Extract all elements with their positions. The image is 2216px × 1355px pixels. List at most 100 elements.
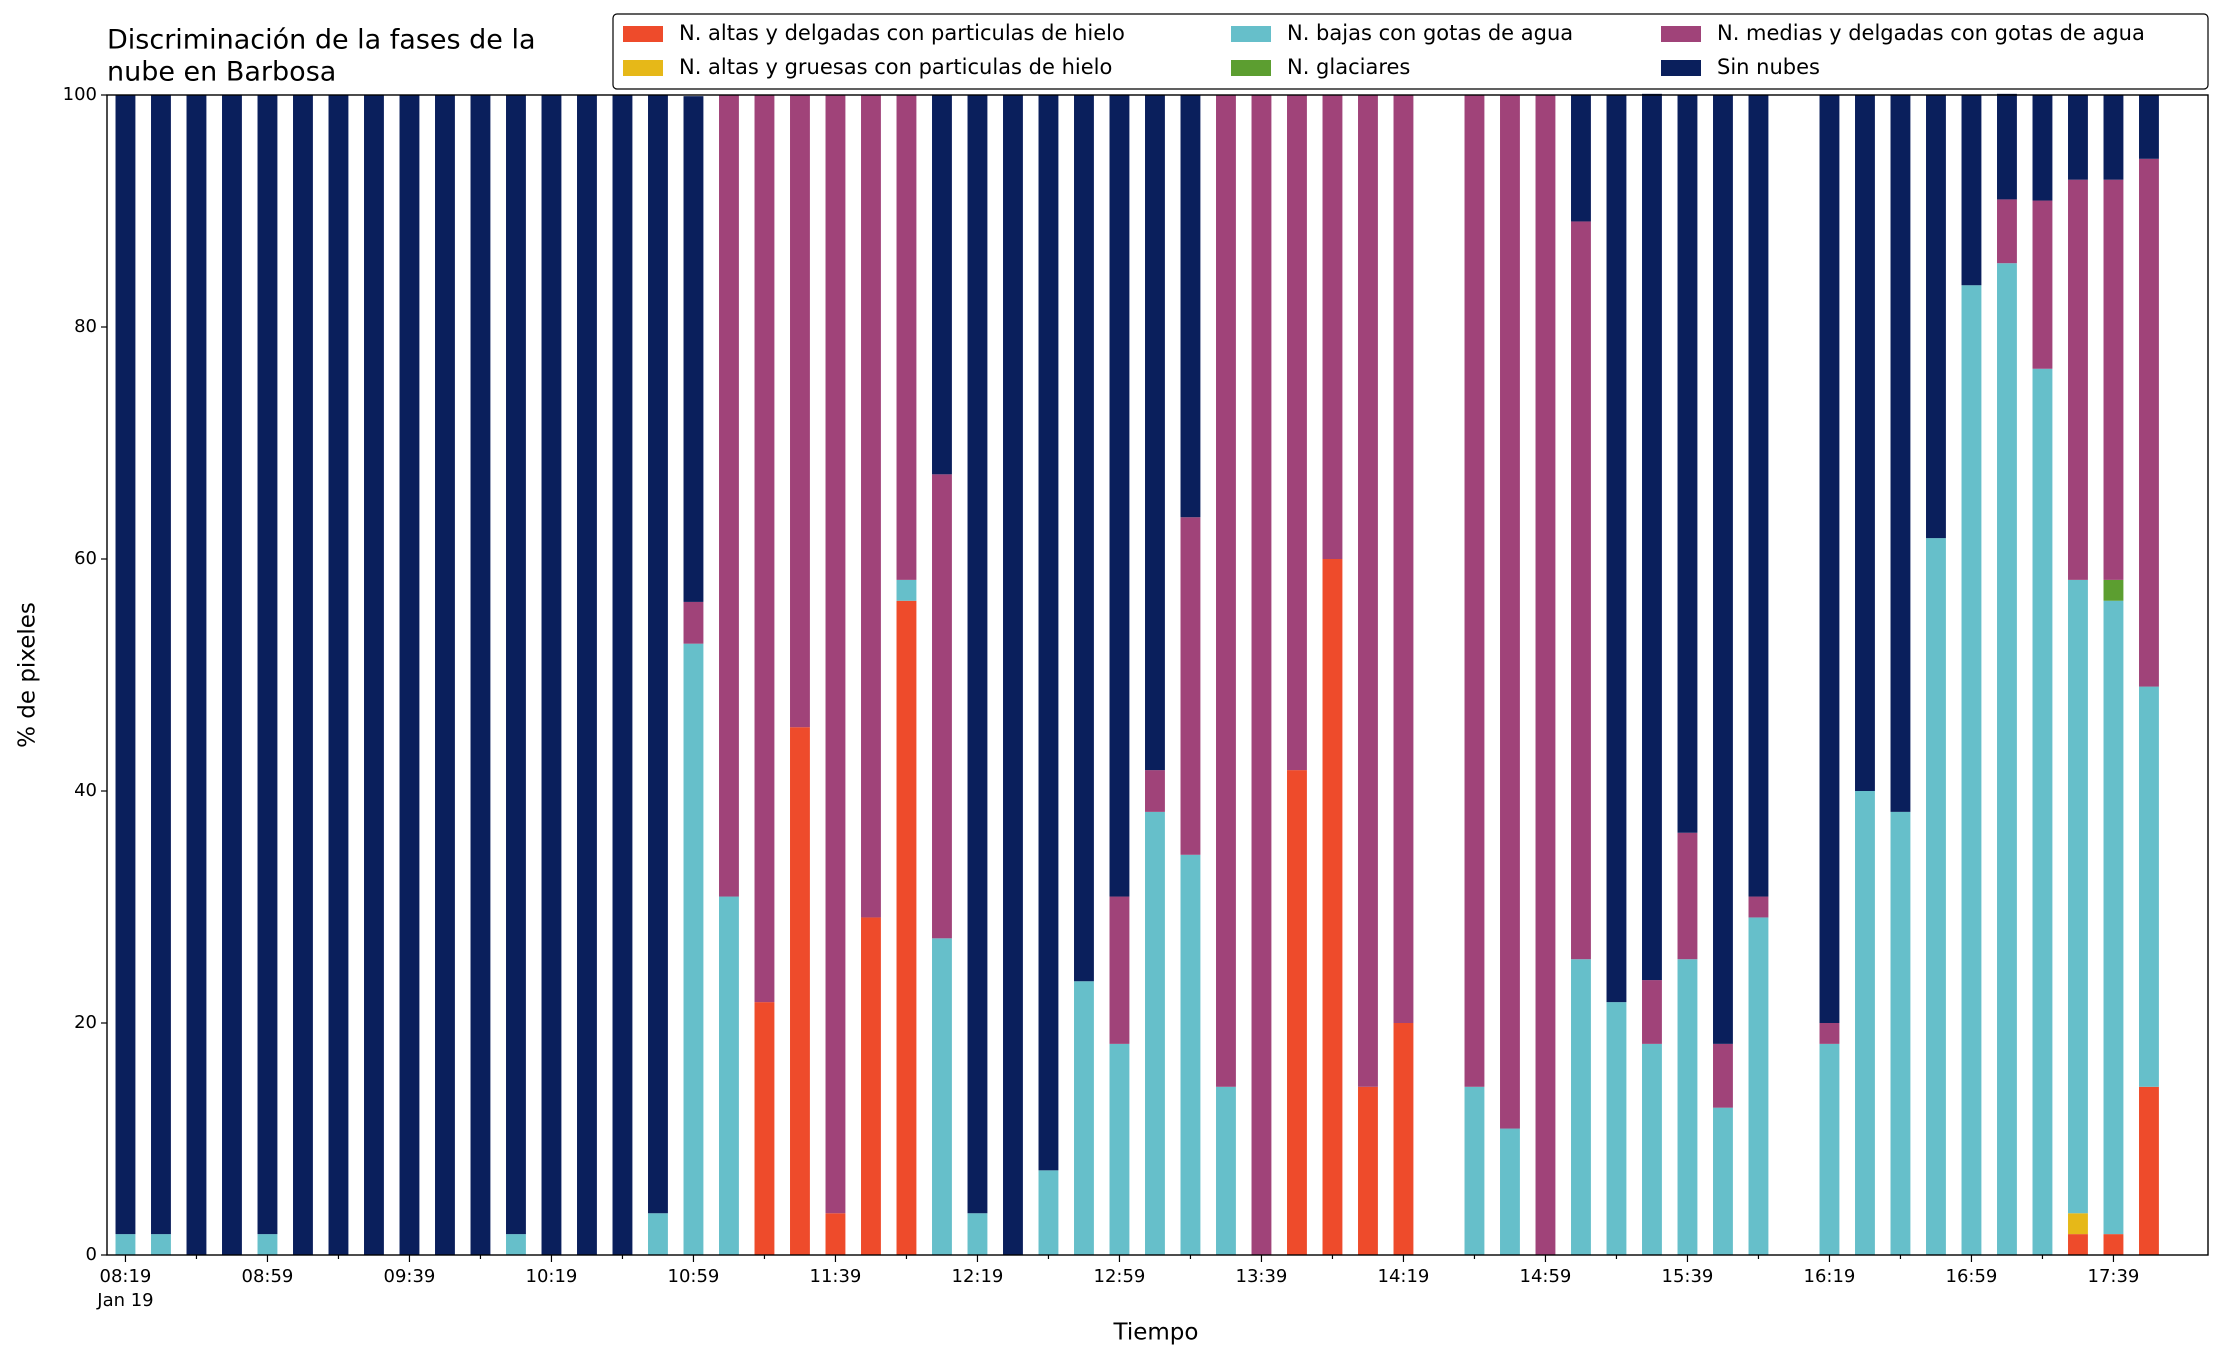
y-axis-label: % de pixeles	[15, 602, 41, 748]
bar-segment	[683, 643, 704, 1255]
bar-segment	[1180, 854, 1201, 1255]
x-tick-label: 12:59	[1094, 1266, 1146, 1287]
bar-segment	[1535, 95, 1556, 1255]
x-tick-label: 13:39	[1236, 1266, 1288, 1287]
bar-segment	[1038, 95, 1059, 1171]
bar-segment	[1393, 95, 1414, 1023]
bar-segment	[1109, 896, 1130, 1044]
bar-segment	[861, 917, 881, 1255]
bar-segment	[932, 938, 952, 1255]
bar-segment	[2139, 686, 2159, 1087]
bar-segment	[2068, 179, 2088, 580]
legend-swatch	[623, 26, 663, 42]
bar-segment	[1997, 93, 2017, 200]
x-tick-label: 16:19	[1804, 1266, 1856, 1287]
x-date-label: Jan 19	[96, 1290, 153, 1311]
bar-segment	[861, 95, 881, 918]
bar-segment	[2139, 95, 2159, 159]
bar-segment	[1677, 832, 1698, 960]
legend-label: N. medias y delgadas con gotas de agua	[1717, 21, 2145, 45]
bar-segment	[1003, 95, 1023, 1255]
bar-segment	[648, 95, 668, 1214]
bar-segment	[1074, 981, 1094, 1255]
legend-label: N. altas y delgadas con particulas de hi…	[679, 21, 1125, 45]
x-axis-label: Tiempo	[1113, 1320, 1199, 1346]
bar-segment	[1500, 95, 1520, 1129]
bar-segment	[896, 600, 917, 1255]
bar-segment	[2103, 579, 2124, 601]
bar-segment	[896, 95, 917, 580]
bar-segment	[1855, 791, 1875, 1255]
bar-segment	[1606, 1002, 1627, 1255]
plot-frame	[106, 94, 2209, 1256]
bar-segment	[151, 1234, 171, 1255]
x-tick-label: 09:39	[384, 1266, 436, 1287]
bar-segment	[1464, 1086, 1485, 1255]
legend-swatch	[1661, 26, 1701, 42]
bar-segment	[1287, 770, 1307, 1255]
bar-segment	[825, 95, 846, 1214]
bar-segment	[2103, 179, 2124, 580]
bar-segment	[1571, 95, 1591, 222]
bar-segment	[1926, 538, 1946, 1255]
bar-segment	[1464, 95, 1485, 1087]
bar-segment	[222, 95, 242, 1255]
legend-box	[612, 13, 2209, 90]
bar-segment	[1074, 95, 1094, 982]
bar-segment	[577, 95, 597, 1255]
chart-title: nube en Barbosa	[107, 57, 336, 88]
bar-segment	[1180, 95, 1201, 518]
legend-swatch	[1231, 60, 1271, 76]
bar-segment	[790, 95, 810, 728]
bar-segment	[719, 95, 739, 897]
legend-label: Sin nubes	[1717, 55, 1820, 79]
legend: N. altas y delgadas con particulas de hi…	[612, 13, 2209, 90]
bar-segment	[1819, 1023, 1840, 1044]
bar-segment	[506, 1234, 526, 1255]
bar-segment	[151, 95, 171, 1235]
bar-segment	[115, 95, 136, 1235]
bar-segment	[1606, 95, 1627, 1003]
bar-segment	[1961, 285, 1982, 1255]
x-tick-label: 10:19	[526, 1266, 578, 1287]
bar-segment	[967, 1213, 988, 1255]
bar-segment	[1677, 959, 1698, 1255]
bar-segment	[1642, 980, 1662, 1044]
bar-segment	[1500, 1128, 1520, 1255]
bar-segment	[1748, 917, 1769, 1255]
bar-segment	[754, 95, 775, 1003]
x-tick-label: 08:19	[100, 1266, 152, 1287]
bar-segment	[754, 1002, 775, 1255]
bar-segment	[506, 95, 526, 1235]
bar-segment	[1890, 811, 1911, 1255]
bar-segment	[1713, 1043, 1733, 1108]
bar-segment	[364, 95, 384, 1255]
bar-segment	[1748, 95, 1769, 897]
bar-segment	[1926, 95, 1946, 539]
bar-segment	[1642, 93, 1662, 981]
bar-segment	[1855, 95, 1875, 791]
bar-segment	[470, 95, 491, 1255]
bar-segment	[2103, 1234, 2124, 1255]
bar-segment	[648, 1213, 668, 1255]
bar-segment	[967, 95, 988, 1214]
bar-segment	[2103, 600, 2124, 1235]
x-tick-label: 16:59	[1946, 1266, 1998, 1287]
bar-segment	[399, 95, 420, 1255]
x-tick-label: 12:19	[952, 1266, 1004, 1287]
y-tick-label: 60	[74, 548, 97, 569]
legend-swatch	[623, 60, 663, 76]
bar-segment	[1713, 95, 1733, 1044]
bar-segment	[719, 896, 739, 1255]
bar-segment	[1287, 95, 1307, 771]
bar-segment	[896, 579, 917, 601]
bar-segment	[1109, 95, 1130, 897]
bar-segment	[1145, 770, 1165, 812]
bar-segment	[1713, 1107, 1733, 1255]
x-tick-label: 11:39	[810, 1266, 862, 1287]
bar-segment	[1145, 95, 1165, 771]
bar-segment	[328, 95, 349, 1255]
bar-segment	[1216, 95, 1236, 1087]
legend-label: N. bajas con gotas de agua	[1287, 21, 1573, 45]
